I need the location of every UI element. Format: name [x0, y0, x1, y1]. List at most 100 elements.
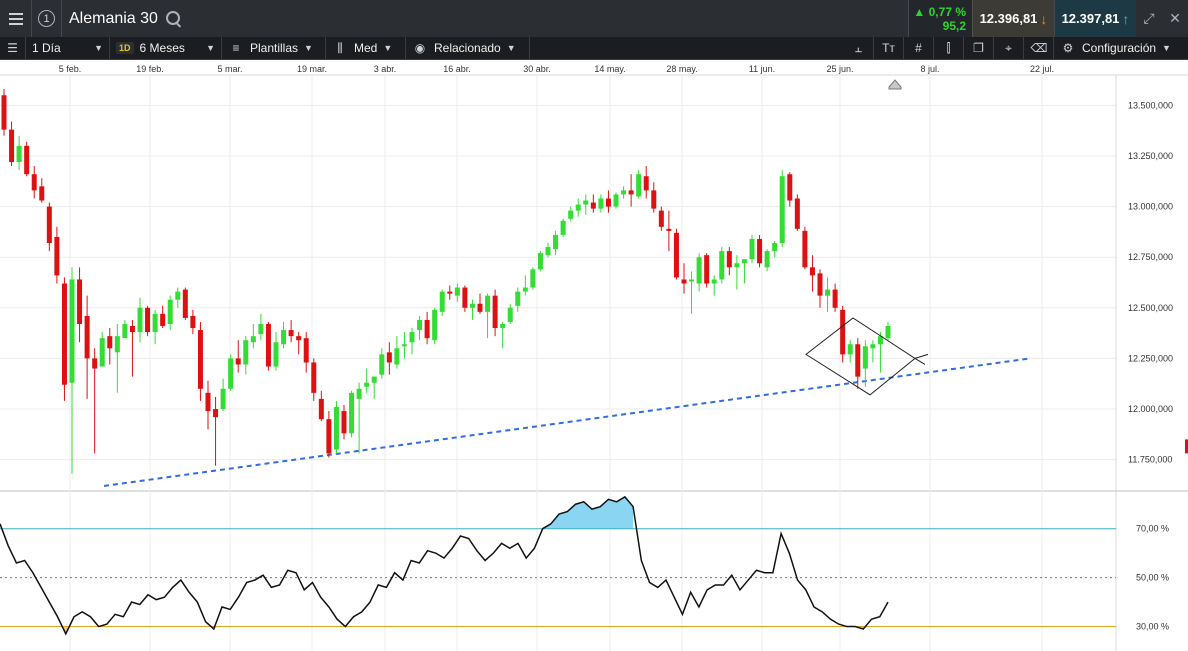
range-dropdown[interactable]: 1D 6 Meses ▼	[110, 36, 222, 60]
date-tick-label: 8 jul.	[920, 64, 939, 74]
candle-body	[726, 251, 732, 268]
related-label: Relacionado	[434, 41, 501, 55]
candle-body	[46, 206, 52, 244]
candle-body	[326, 419, 332, 454]
candle-body	[704, 255, 710, 284]
daily-change: ▲ 0,77 % 95,2	[908, 0, 972, 37]
candle-body	[689, 279, 695, 282]
chevron-down-icon: ▼	[94, 43, 103, 53]
candle-body	[250, 336, 256, 343]
counter-button[interactable]: 1	[32, 0, 62, 37]
templates-dropdown[interactable]: ≡ Plantillas ▼	[222, 36, 326, 60]
sell-button[interactable]: 12.396,81 ↓	[972, 0, 1054, 37]
candle-body	[1, 95, 7, 130]
date-tick-label: 16 abr.	[443, 64, 471, 74]
candle-body	[628, 190, 634, 195]
grid-icon: #	[915, 41, 922, 55]
diamond-extension	[914, 357, 926, 365]
candle-body	[485, 295, 491, 312]
candle-body	[281, 330, 287, 345]
list-icon: ☰	[7, 41, 18, 55]
expand-icon[interactable]: ⤢	[1143, 10, 1155, 26]
candle-body	[605, 198, 611, 207]
candle-body	[817, 273, 823, 296]
related-dropdown[interactable]: ◉ Relacionado ▼	[406, 36, 530, 60]
gear-icon: ⚙	[1062, 41, 1074, 55]
chevron-down-icon: ▼	[383, 43, 393, 53]
candle-body	[311, 362, 317, 393]
date-tick-label: 19 feb.	[136, 64, 164, 74]
layers-button[interactable]: ❐	[964, 36, 994, 60]
price-tick-label: 12.750,000	[1128, 252, 1173, 262]
chart-area[interactable]: 5 feb. 19 feb. 5 mar. 19 mar. 3 abr. 16 abr. 3…	[0, 60, 1188, 651]
erase-button[interactable]: ⌫	[1024, 36, 1054, 60]
date-tick-label: 25 jun.	[826, 64, 853, 74]
candle-body	[364, 382, 370, 387]
candle-body	[61, 283, 67, 385]
panel-toggle-button[interactable]: ☰	[0, 36, 26, 60]
counter-badge: 1	[38, 10, 55, 27]
indicator-dropdown[interactable]: ⫼ Med ▼	[326, 36, 406, 60]
close-icon[interactable]: ✕	[1169, 10, 1181, 26]
indicator-settings-button[interactable]: ⫿	[934, 36, 964, 60]
price-tick-label: 12.250,000	[1128, 353, 1173, 363]
candle-body	[885, 326, 891, 339]
candle-body	[129, 326, 135, 333]
candle-body	[862, 346, 868, 369]
candle-body	[651, 190, 657, 209]
oversold-fill	[61, 626, 868, 634]
grid-button[interactable]: #	[904, 36, 934, 60]
date-tick-label: 22 jul.	[1030, 64, 1054, 74]
candle-body	[621, 190, 627, 195]
candle-body	[515, 291, 521, 306]
candle-body	[417, 319, 423, 331]
chevron-down-icon: ▼	[1162, 43, 1171, 53]
arrow-down-icon: ↓	[1040, 10, 1048, 27]
candle-body	[681, 279, 687, 284]
rsi-line	[0, 495, 889, 636]
candle-body	[454, 287, 460, 296]
text-tool-button[interactable]: Tᴛ	[874, 36, 904, 60]
candle-body	[492, 295, 498, 329]
settings-dropdown[interactable]: ⚙ Configuración ▼	[1054, 37, 1188, 60]
candle-body	[54, 236, 60, 276]
candle-body	[401, 344, 407, 347]
candle-body	[84, 315, 90, 359]
date-tick-label: 5 mar.	[217, 64, 242, 74]
rsi-tick-label: 50,00 %	[1136, 573, 1169, 583]
candle-body	[152, 313, 158, 333]
candle-body	[9, 129, 15, 163]
candle-body	[228, 358, 234, 389]
drawing-tool-button[interactable]: ⫠	[844, 36, 874, 60]
buy-button[interactable]: 12.397,81 ↑	[1054, 0, 1136, 37]
indicator-label: Med	[354, 41, 378, 55]
candle-body	[560, 220, 566, 235]
date-tick-label: 5 feb.	[59, 64, 82, 74]
date-tick-label: 14 may.	[594, 64, 625, 74]
candle-body	[39, 186, 45, 201]
candle-body	[288, 330, 294, 337]
candle-body	[764, 251, 770, 268]
chevron-down-icon: ▼	[506, 43, 516, 53]
candle-body	[167, 299, 173, 324]
candle-body	[734, 263, 740, 268]
candle-body	[182, 289, 188, 318]
interval-dropdown[interactable]: 1 Día ▼	[26, 36, 110, 60]
price-tick-label: 12.500,000	[1128, 303, 1173, 313]
search-icon[interactable]	[165, 10, 182, 27]
chart-toolbar: ☰ 1 Día ▼ 1D 6 Meses ▼ ≡ Plantillas ▼ ⫼ …	[0, 36, 1188, 60]
price-chart[interactable]: 5 feb. 19 feb. 5 mar. 19 mar. 3 abr. 16 abr. 3…	[0, 60, 1188, 651]
date-tick-label: 19 mar.	[297, 64, 327, 74]
candle-body	[24, 145, 30, 175]
candle-body	[870, 344, 876, 349]
crosshair-button[interactable]: ⌖	[994, 36, 1024, 60]
candle-body	[658, 210, 664, 227]
candle-body	[341, 411, 347, 434]
hamburger-menu-button[interactable]	[0, 0, 32, 37]
candle-body	[69, 279, 75, 383]
candle-body	[530, 269, 536, 288]
candle-body	[779, 176, 785, 244]
candle-body	[394, 348, 400, 365]
candle-body	[243, 340, 249, 365]
arrow-up-icon: ↑	[1122, 10, 1130, 27]
